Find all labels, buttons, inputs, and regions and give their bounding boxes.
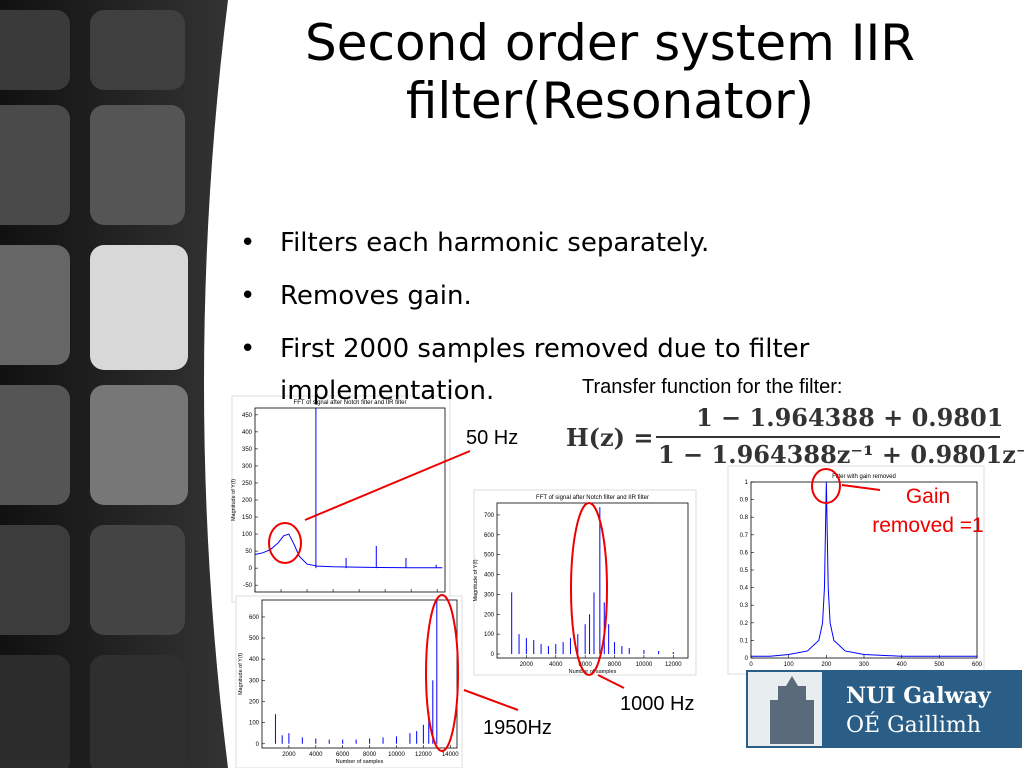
plots: -500501001502002503003504004500500100015… — [231, 395, 985, 768]
logo — [746, 670, 1022, 748]
axes — [261, 599, 458, 749]
y-tick-label: 0.9 — [740, 498, 749, 504]
y-tick-label: 0 — [249, 566, 253, 572]
y-tick-label: 400 — [249, 657, 260, 663]
x-tick-label: 600 — [972, 662, 983, 668]
slide-title: Second order system IIR filter(Resonator… — [304, 14, 915, 130]
y-tick-label: 0.2 — [740, 621, 749, 627]
y-tick-label: 0.6 — [740, 550, 749, 556]
annotation-marks — [268, 450, 881, 752]
y-tick-label: 500 — [484, 553, 495, 559]
y-tick-label: 100 — [242, 532, 253, 538]
y-tick-label: 150 — [242, 515, 253, 521]
annotation: 1950Hz — [483, 717, 552, 739]
x-tick-label: 2000 — [520, 662, 534, 668]
x-tick-label: 4000 — [309, 752, 323, 758]
y-tick-label: 50 — [245, 549, 252, 555]
x-tick-label: 10000 — [636, 662, 653, 668]
y-tick-label: 300 — [242, 464, 253, 470]
y-tick-label: 200 — [242, 498, 253, 504]
bullet: Removes gain. — [240, 275, 880, 317]
x-tick-label: 100 — [784, 662, 795, 668]
y-tick-label: 400 — [484, 573, 495, 579]
x-tick-label: 0 — [749, 662, 753, 668]
y-tick-label: 0 — [256, 742, 260, 748]
logo-name: NUI Galway — [846, 683, 991, 709]
y-tick-label: 0.5 — [740, 568, 749, 574]
x-tick-label: 10000 — [388, 752, 405, 758]
x-tick-label: 400 — [897, 662, 908, 668]
x-tick-label: 6000 — [336, 752, 350, 758]
y-tick-label: 450 — [242, 413, 253, 419]
y-tick-label: 0.7 — [740, 533, 749, 539]
eq-denominator: 1 − 1.964388z⁻¹ + 0.9801z⁻² — [658, 440, 1024, 469]
y-tick-label: 350 — [242, 447, 253, 453]
annotation: 50 Hz — [466, 427, 519, 449]
y-tick-label: 300 — [249, 678, 260, 684]
curve — [751, 481, 977, 657]
y-tick-label: 100 — [484, 632, 495, 638]
x-tick-label: 300 — [859, 662, 870, 668]
eq-numerator: 1 − 1.964388 + 0.9801 — [696, 403, 1004, 432]
logo-irish: OÉ Gaillimh — [846, 713, 981, 738]
x-axis-label: Number of samples — [336, 759, 384, 765]
y-tick-label: 0.4 — [740, 586, 749, 592]
y-tick-label: 200 — [484, 612, 495, 618]
y-tick-label: 0 — [491, 652, 495, 658]
x-tick-label: 500 — [934, 662, 945, 668]
x-tick-label: 8000 — [608, 662, 622, 668]
y-tick-label: 200 — [249, 699, 260, 705]
plot-title: Filter with gain removed — [832, 474, 896, 480]
x-tick-label: 4000 — [549, 662, 563, 668]
y-tick-label: 600 — [484, 533, 495, 539]
x-axis-label: Number of samples — [569, 669, 617, 675]
tf-caption: Transfer function for the filter: — [582, 376, 843, 398]
x-tick-label: 14000 — [442, 752, 459, 758]
x-tick-label: 8000 — [363, 752, 377, 758]
x-tick-label: 2000 — [282, 752, 296, 758]
y-tick-label: 250 — [242, 481, 253, 487]
plot-title: FFT of signal after Notch filter and IIR… — [536, 495, 649, 501]
y-tick-label: 0.1 — [740, 638, 749, 644]
y-axis-label: Magnitude of Y(f) — [473, 559, 479, 601]
y-tick-label: 600 — [249, 615, 260, 621]
x-tick-label: 12000 — [665, 662, 682, 668]
y-tick-label: 400 — [242, 430, 253, 436]
y-tick-label: 0.3 — [740, 603, 749, 609]
y-tick-label: 0 — [745, 656, 749, 662]
bullet: Filters each harmonic separately. — [240, 222, 880, 264]
annotation: Gain removed =1 — [872, 485, 984, 537]
annotation: 1000 Hz — [620, 693, 695, 715]
y-axis-label: Magnitude of Y(f) — [238, 653, 244, 695]
fraction-bar — [656, 436, 1000, 438]
y-axis-label: Magnitude of Y(f) — [231, 479, 237, 521]
axes — [496, 502, 689, 659]
curve — [254, 533, 443, 569]
y-tick-label: 300 — [484, 592, 495, 598]
y-tick-label: 1 — [745, 480, 749, 486]
bullet-list: Filters each harmonic separately. Remove… — [240, 222, 880, 423]
x-tick-label: 12000 — [415, 752, 432, 758]
y-tick-label: 700 — [484, 513, 495, 519]
axes — [254, 407, 446, 593]
side-panel — [0, 0, 228, 768]
x-tick-label: 200 — [821, 662, 832, 668]
y-tick-label: 0.8 — [740, 515, 749, 521]
y-tick-label: 100 — [249, 721, 260, 727]
x-tick-label: 6000 — [578, 662, 592, 668]
y-tick-label: 500 — [249, 636, 260, 642]
y-tick-label: -50 — [243, 583, 252, 589]
eq-lhs: H(z) = — [566, 423, 654, 452]
axes — [750, 481, 978, 659]
bullet: First 2000 samples removed due to filter… — [240, 328, 880, 412]
